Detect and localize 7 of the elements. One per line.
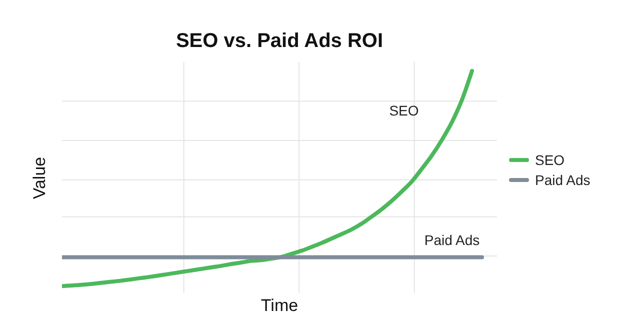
legend-label: Paid Ads xyxy=(535,172,590,188)
x-axis-title: Time xyxy=(260,296,300,316)
y-axis-title: Value xyxy=(30,156,50,199)
chart-title: SEO vs. Paid Ads ROI xyxy=(174,30,384,53)
legend-label: SEO xyxy=(535,152,565,168)
text: SEO xyxy=(389,102,419,118)
text: Paid Ads xyxy=(424,232,480,248)
